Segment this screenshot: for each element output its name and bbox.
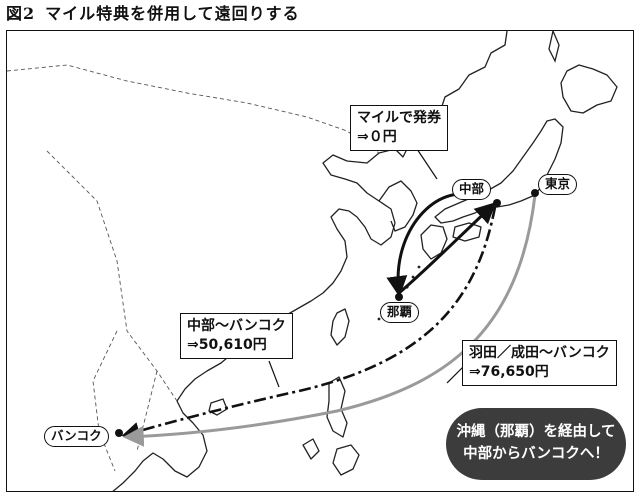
callout-mile: マイルで発券 ⇒０円	[350, 105, 448, 151]
hainan-coastline	[208, 398, 228, 416]
shikoku-coastline	[452, 222, 482, 242]
figure-number: 図2	[6, 4, 36, 23]
route-chubu-bangkok	[121, 206, 497, 440]
callout-mile-line2: ⇒０円	[357, 129, 397, 145]
callout-chubu-bangkok-line1: 中部～バンコク	[187, 318, 286, 334]
chubu-dot	[493, 199, 501, 207]
callout-chubu-bangkok: 中部～バンコク ⇒50,610円	[180, 313, 293, 359]
route-chubu-naha	[386, 192, 478, 298]
leader-chubu-bangkok	[268, 360, 280, 388]
figure-title: 図2 マイル特典を併用して遠回りする	[6, 2, 300, 26]
figure-title-text: マイル特典を併用して遠回りする	[45, 4, 300, 23]
naha-dot	[395, 293, 403, 301]
hokkaido-coastline	[560, 64, 618, 114]
route-naha-chubu	[398, 202, 497, 295]
sakhalin-coastline	[548, 31, 560, 63]
honshu-coastline	[434, 118, 564, 224]
summary-badge-line1: 沖縄（那覇）を経由して	[456, 424, 616, 440]
city-label-tokyo: 東京	[538, 174, 578, 195]
tokyo-dot	[531, 189, 539, 197]
city-label-bangkok: バンコク	[44, 426, 109, 447]
summary-badge: 沖縄（那覇）を経由して 中部からバンコクへ！	[446, 408, 626, 480]
map-frame	[6, 30, 634, 492]
summary-badge-line2: 中部からバンコクへ！	[463, 446, 609, 462]
route-tokyo-bangkok	[122, 194, 537, 447]
korea-coastline	[378, 180, 418, 232]
callout-haneda-bangkok-line2: ⇒76,650円	[469, 364, 549, 380]
callout-haneda-bangkok-line1: 羽田／成田～バンコク	[469, 345, 610, 361]
philippines-coastline	[302, 376, 360, 476]
taiwan-coastline	[330, 308, 350, 346]
city-label-chubu: 中部	[452, 179, 492, 200]
kyushu-coastline	[420, 224, 448, 260]
callout-haneda-bangkok: 羽田／成田～バンコク ⇒76,650円	[462, 340, 617, 386]
bangkok-dot	[115, 429, 123, 437]
callout-mile-line1: マイルで発券	[357, 110, 441, 126]
leader-mile	[416, 148, 438, 180]
callout-chubu-bangkok-line2: ⇒50,610円	[187, 337, 267, 353]
city-label-naha: 那覇	[380, 302, 420, 323]
country-borders	[7, 64, 380, 472]
